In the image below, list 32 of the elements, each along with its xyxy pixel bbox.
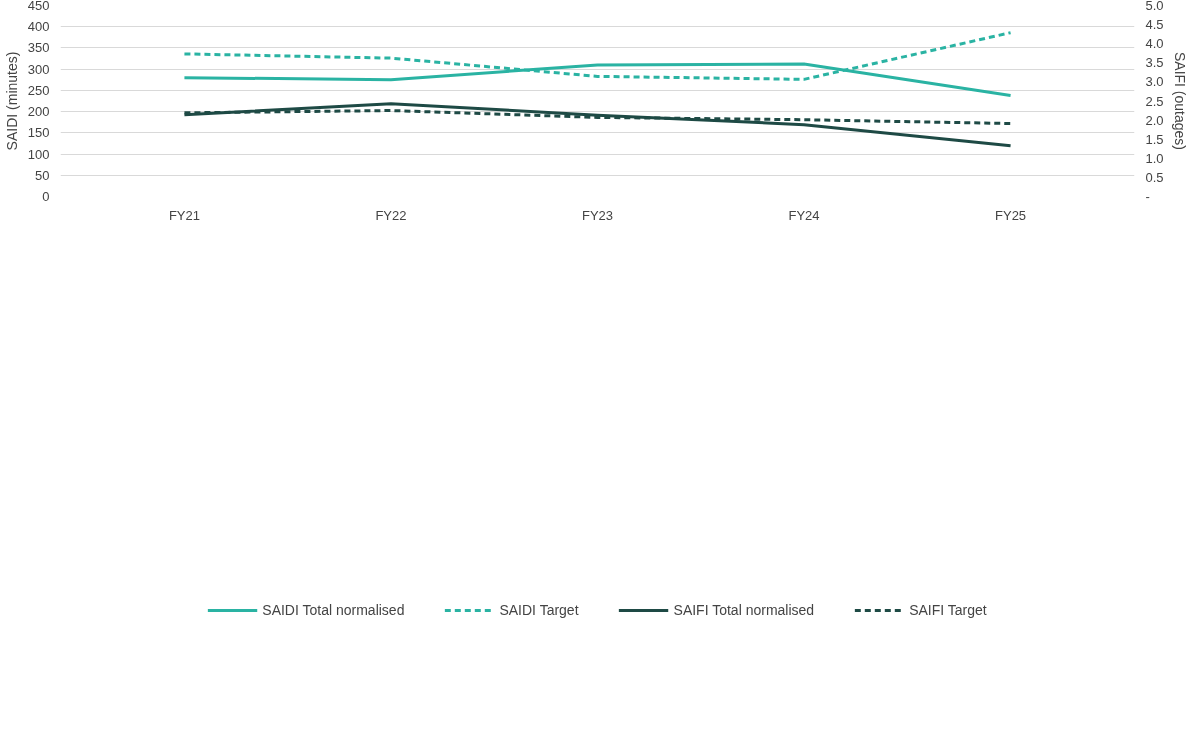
x-tick-label: FY21 [168, 207, 200, 223]
y2-tick-label: 4.0 [1145, 36, 1164, 52]
x-tick-label: FY23 [581, 207, 614, 223]
y2-axis-title: SAIFI (outages) [1171, 51, 1188, 151]
x-tick-label: FY22 [375, 207, 407, 223]
y-tick-label: 300 [27, 61, 50, 77]
y-tick-label: 350 [27, 40, 50, 56]
y2-tick-label: 3.5 [1145, 55, 1164, 71]
y2-tick-label: 0.5 [1145, 169, 1164, 185]
legend-label: SAIFI Total normalised [673, 602, 815, 618]
y2-tick-label: 3.0 [1145, 74, 1164, 90]
legend-label: SAIFI Target [909, 602, 987, 618]
legend-label: SAIDI Target [499, 602, 579, 618]
legend-label: SAIDI Total normalised [262, 602, 405, 618]
y-tick-label: 50 [35, 167, 50, 183]
x-tick-label: FY25 [995, 207, 1027, 223]
x-tick-label: FY24 [788, 207, 820, 223]
y2-tick-label: 1.0 [1145, 150, 1164, 166]
y-tick-label: 400 [27, 19, 50, 35]
y2-tick-label: - [1145, 189, 1150, 204]
y-axis-title: SAIDI (minutes) [3, 51, 20, 151]
y2-tick-label: 2.0 [1145, 112, 1164, 128]
y2-tick-label: 1.5 [1145, 131, 1164, 147]
y-tick-label: 100 [27, 146, 50, 162]
y-tick-label: 0 [42, 189, 50, 204]
y-tick-label: 250 [27, 82, 50, 98]
y-tick-label: 450 [27, 0, 50, 13]
y2-tick-label: 5.0 [1145, 0, 1164, 13]
y2-tick-label: 2.5 [1145, 93, 1164, 109]
y-tick-label: 150 [27, 125, 50, 141]
y-tick-label: 200 [27, 104, 50, 120]
y2-tick-label: 4.5 [1145, 17, 1164, 33]
